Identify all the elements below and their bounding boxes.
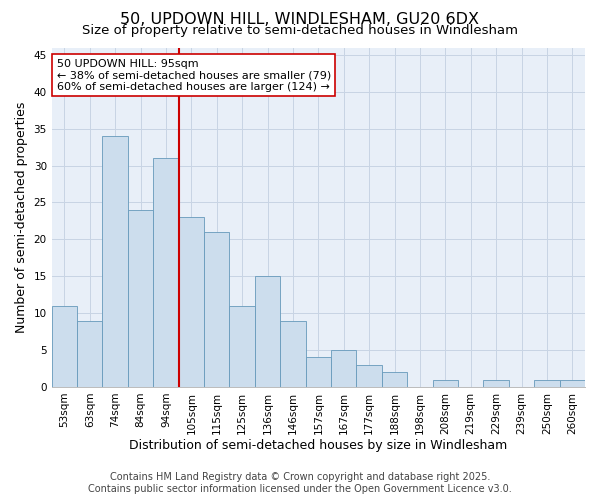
- Bar: [433, 380, 458, 387]
- X-axis label: Distribution of semi-detached houses by size in Windlesham: Distribution of semi-detached houses by …: [129, 440, 508, 452]
- Y-axis label: Number of semi-detached properties: Number of semi-detached properties: [15, 102, 28, 333]
- Bar: [153, 158, 179, 387]
- Text: Size of property relative to semi-detached houses in Windlesham: Size of property relative to semi-detach…: [82, 24, 518, 37]
- Bar: [560, 380, 585, 387]
- Bar: [103, 136, 128, 387]
- Bar: [305, 358, 331, 387]
- Bar: [484, 380, 509, 387]
- Text: 50, UPDOWN HILL, WINDLESHAM, GU20 6DX: 50, UPDOWN HILL, WINDLESHAM, GU20 6DX: [121, 12, 479, 28]
- Bar: [280, 320, 305, 387]
- Bar: [77, 320, 103, 387]
- Bar: [179, 217, 204, 387]
- Bar: [331, 350, 356, 387]
- Bar: [52, 306, 77, 387]
- Text: 50 UPDOWN HILL: 95sqm
← 38% of semi-detached houses are smaller (79)
60% of semi: 50 UPDOWN HILL: 95sqm ← 38% of semi-deta…: [57, 58, 331, 92]
- Bar: [204, 232, 229, 387]
- Bar: [534, 380, 560, 387]
- Bar: [382, 372, 407, 387]
- Bar: [255, 276, 280, 387]
- Bar: [128, 210, 153, 387]
- Bar: [356, 365, 382, 387]
- Text: Contains HM Land Registry data © Crown copyright and database right 2025.
Contai: Contains HM Land Registry data © Crown c…: [88, 472, 512, 494]
- Bar: [229, 306, 255, 387]
